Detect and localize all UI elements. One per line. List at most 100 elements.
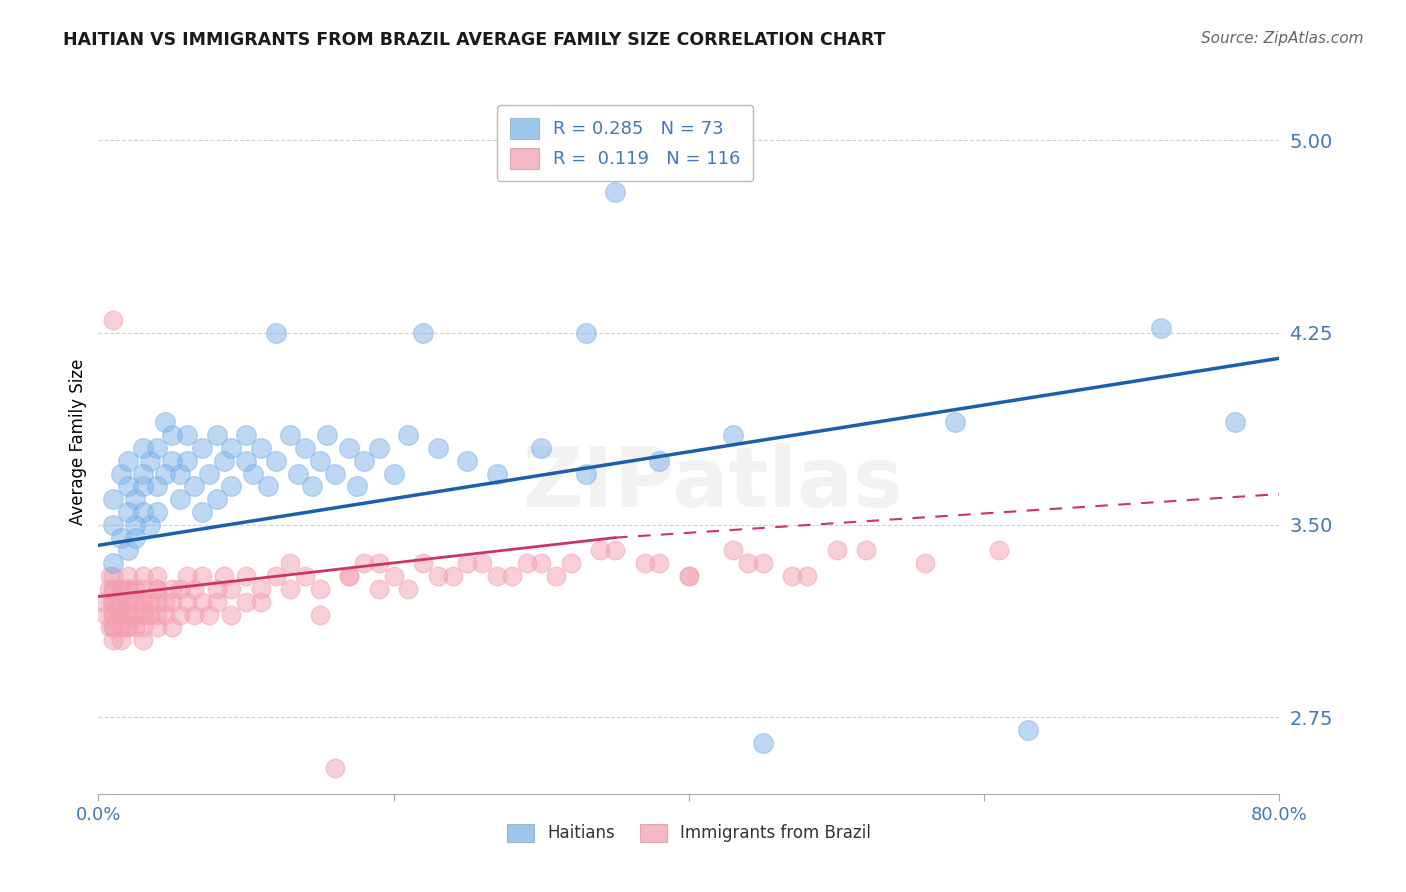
Point <box>235 595 257 609</box>
Point <box>205 595 228 609</box>
Point <box>309 607 332 622</box>
Point <box>132 569 155 583</box>
Point <box>221 582 243 596</box>
Point <box>146 569 169 583</box>
Point <box>117 569 139 583</box>
Point <box>124 620 146 634</box>
Text: ZIPatlas: ZIPatlas <box>522 443 903 524</box>
Point <box>117 620 139 634</box>
Point <box>264 454 287 468</box>
Point <box>457 454 479 468</box>
Point <box>486 569 509 583</box>
Point <box>110 582 132 596</box>
Point <box>1225 415 1247 429</box>
Point <box>124 582 146 596</box>
Point <box>191 505 214 519</box>
Point <box>162 454 183 468</box>
Point <box>117 595 139 609</box>
Point <box>382 569 405 583</box>
Point <box>146 582 169 596</box>
Point <box>139 454 162 468</box>
Point <box>368 582 391 596</box>
Point <box>589 543 612 558</box>
Point <box>723 543 745 558</box>
Point <box>441 569 464 583</box>
Point <box>855 543 877 558</box>
Point <box>110 620 132 634</box>
Point <box>124 595 146 609</box>
Point <box>427 569 450 583</box>
Point <box>678 569 700 583</box>
Point <box>294 569 316 583</box>
Point <box>309 582 332 596</box>
Point <box>398 582 420 596</box>
Point <box>560 556 582 570</box>
Point <box>1150 320 1173 334</box>
Point <box>124 531 146 545</box>
Point <box>309 454 332 468</box>
Point <box>235 569 257 583</box>
Point <box>146 479 169 493</box>
Point <box>103 620 125 634</box>
Point <box>648 556 671 570</box>
Point <box>782 569 804 583</box>
Point <box>139 517 162 532</box>
Point <box>103 607 125 622</box>
Point <box>501 569 523 583</box>
Point <box>353 454 375 468</box>
Point <box>796 569 818 583</box>
Point <box>110 607 132 622</box>
Point <box>117 595 139 609</box>
Point <box>287 467 309 481</box>
Point <box>546 569 568 583</box>
Point <box>146 620 169 634</box>
Point <box>914 556 936 570</box>
Point <box>280 428 302 442</box>
Point <box>103 582 125 596</box>
Point <box>162 582 183 596</box>
Point <box>176 454 198 468</box>
Point <box>648 454 671 468</box>
Legend: Haitians, Immigrants from Brazil: Haitians, Immigrants from Brazil <box>501 817 877 849</box>
Point <box>221 441 243 455</box>
Point <box>132 441 155 455</box>
Point <box>235 454 257 468</box>
Point <box>94 607 117 622</box>
Point <box>103 595 125 609</box>
Point <box>117 582 139 596</box>
Point <box>605 543 627 558</box>
Point <box>110 467 132 481</box>
Text: HAITIAN VS IMMIGRANTS FROM BRAZIL AVERAGE FAMILY SIZE CORRELATION CHART: HAITIAN VS IMMIGRANTS FROM BRAZIL AVERAG… <box>63 31 886 49</box>
Point <box>132 595 155 609</box>
Point <box>103 492 125 507</box>
Point <box>124 607 146 622</box>
Point <box>205 428 228 442</box>
Point <box>191 595 214 609</box>
Point <box>212 569 235 583</box>
Point <box>132 620 155 634</box>
Point <box>153 415 176 429</box>
Point <box>103 569 125 583</box>
Point <box>250 582 273 596</box>
Point <box>323 761 346 775</box>
Point <box>250 595 273 609</box>
Point <box>339 569 361 583</box>
Point <box>988 543 1011 558</box>
Point <box>103 607 125 622</box>
Point <box>117 479 139 493</box>
Point <box>146 582 169 596</box>
Point <box>146 441 169 455</box>
Point <box>153 595 176 609</box>
Point <box>183 607 205 622</box>
Point <box>294 441 316 455</box>
Point <box>634 556 657 570</box>
Point <box>323 467 346 481</box>
Point <box>457 556 479 570</box>
Point <box>353 556 375 570</box>
Point <box>124 492 146 507</box>
Point <box>678 569 700 583</box>
Point <box>412 556 434 570</box>
Point <box>146 607 169 622</box>
Point <box>146 595 169 609</box>
Point <box>117 607 139 622</box>
